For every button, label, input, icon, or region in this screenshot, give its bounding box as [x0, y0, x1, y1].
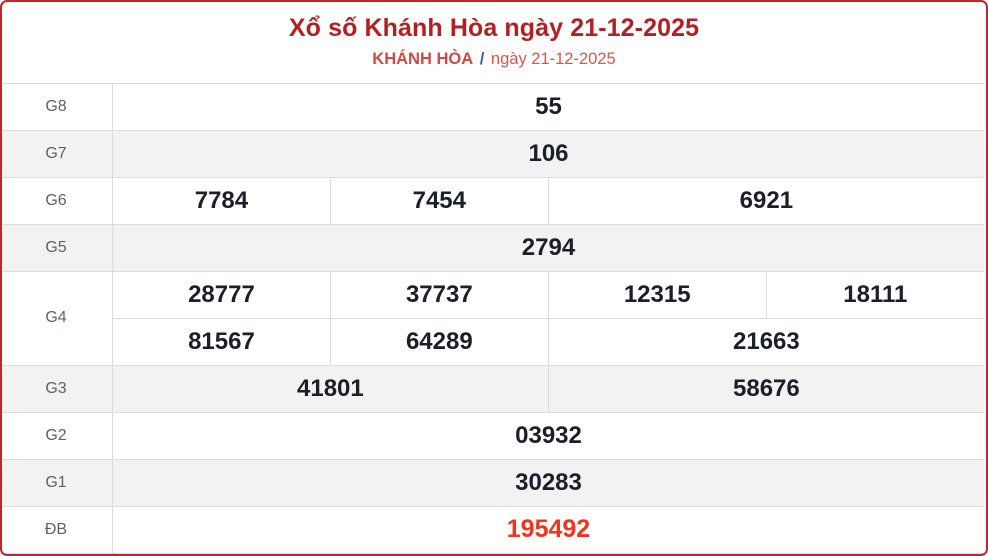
prize-number-g4-4: 18111	[766, 270, 984, 319]
prize-number-g4-2: 37737	[330, 270, 549, 319]
prize-number-g4-6: 64289	[330, 318, 549, 366]
table-row: 81567 64289 21663	[0, 318, 984, 366]
breadcrumb-date[interactable]: ngày 21-12-2025	[490, 50, 616, 68]
prize-number-g6-2: 7454	[330, 176, 549, 225]
prize-label-g1: G1	[0, 458, 113, 507]
prize-number-db-1: 195492	[112, 505, 984, 554]
prize-number-g7-1: 106	[112, 129, 984, 178]
prize-number-g2-1: 03932	[112, 411, 984, 460]
breadcrumb-separator: /	[479, 50, 485, 68]
prize-number-g4-5: 81567	[112, 318, 331, 366]
prize-number-g1-1: 30283	[112, 458, 984, 507]
prize-label-g7: G7	[0, 129, 113, 178]
table-row: G4 28777 37737 12315 18111	[0, 270, 984, 366]
prize-label-g3: G3	[0, 364, 113, 413]
prize-label-g4: G4	[0, 270, 113, 366]
prize-number-g5-1: 2794	[112, 223, 984, 272]
prize-number-g4-1: 28777	[112, 270, 331, 319]
breadcrumb: KHÁNH HÒA / ngày 21-12-2025	[0, 50, 988, 70]
prize-label-g5: G5	[0, 223, 113, 272]
prize-number-g4-7: 21663	[548, 318, 984, 366]
page-header: Xổ số Khánh Hòa ngày 21-12-2025 KHÁNH HÒ…	[0, 0, 988, 70]
table-row: G3 41801 58676	[0, 364, 984, 413]
table-row: G5 2794	[0, 223, 984, 272]
prize-number-g6-3: 6921	[548, 176, 984, 225]
table-row: G8 55	[0, 82, 984, 131]
prize-label-db: ĐB	[0, 505, 113, 554]
table-row: G7 106	[0, 129, 984, 178]
prize-number-g6-1: 7784	[112, 176, 331, 225]
page-title: Xổ số Khánh Hòa ngày 21-12-2025	[288, 14, 700, 42]
breadcrumb-province[interactable]: KHÁNH HÒA	[372, 50, 474, 68]
prize-label-g2: G2	[0, 411, 113, 460]
table-row: ĐB 195492	[0, 505, 984, 554]
prize-label-g8: G8	[0, 82, 113, 131]
table-row: G1 30283	[0, 458, 984, 507]
prize-number-g3-1: 41801	[112, 364, 549, 413]
prize-number-g8-1: 55	[112, 82, 984, 131]
prize-number-g4-3: 12315	[548, 270, 767, 319]
lottery-results-table: G8 55 G7 106 G6 7784 7454 6921 G5 2794	[0, 82, 984, 554]
prize-label-g6: G6	[0, 176, 113, 225]
table-row: G2 03932	[0, 411, 984, 460]
prize-number-g3-2: 58676	[548, 364, 984, 413]
table-row: G6 7784 7454 6921	[0, 176, 984, 225]
